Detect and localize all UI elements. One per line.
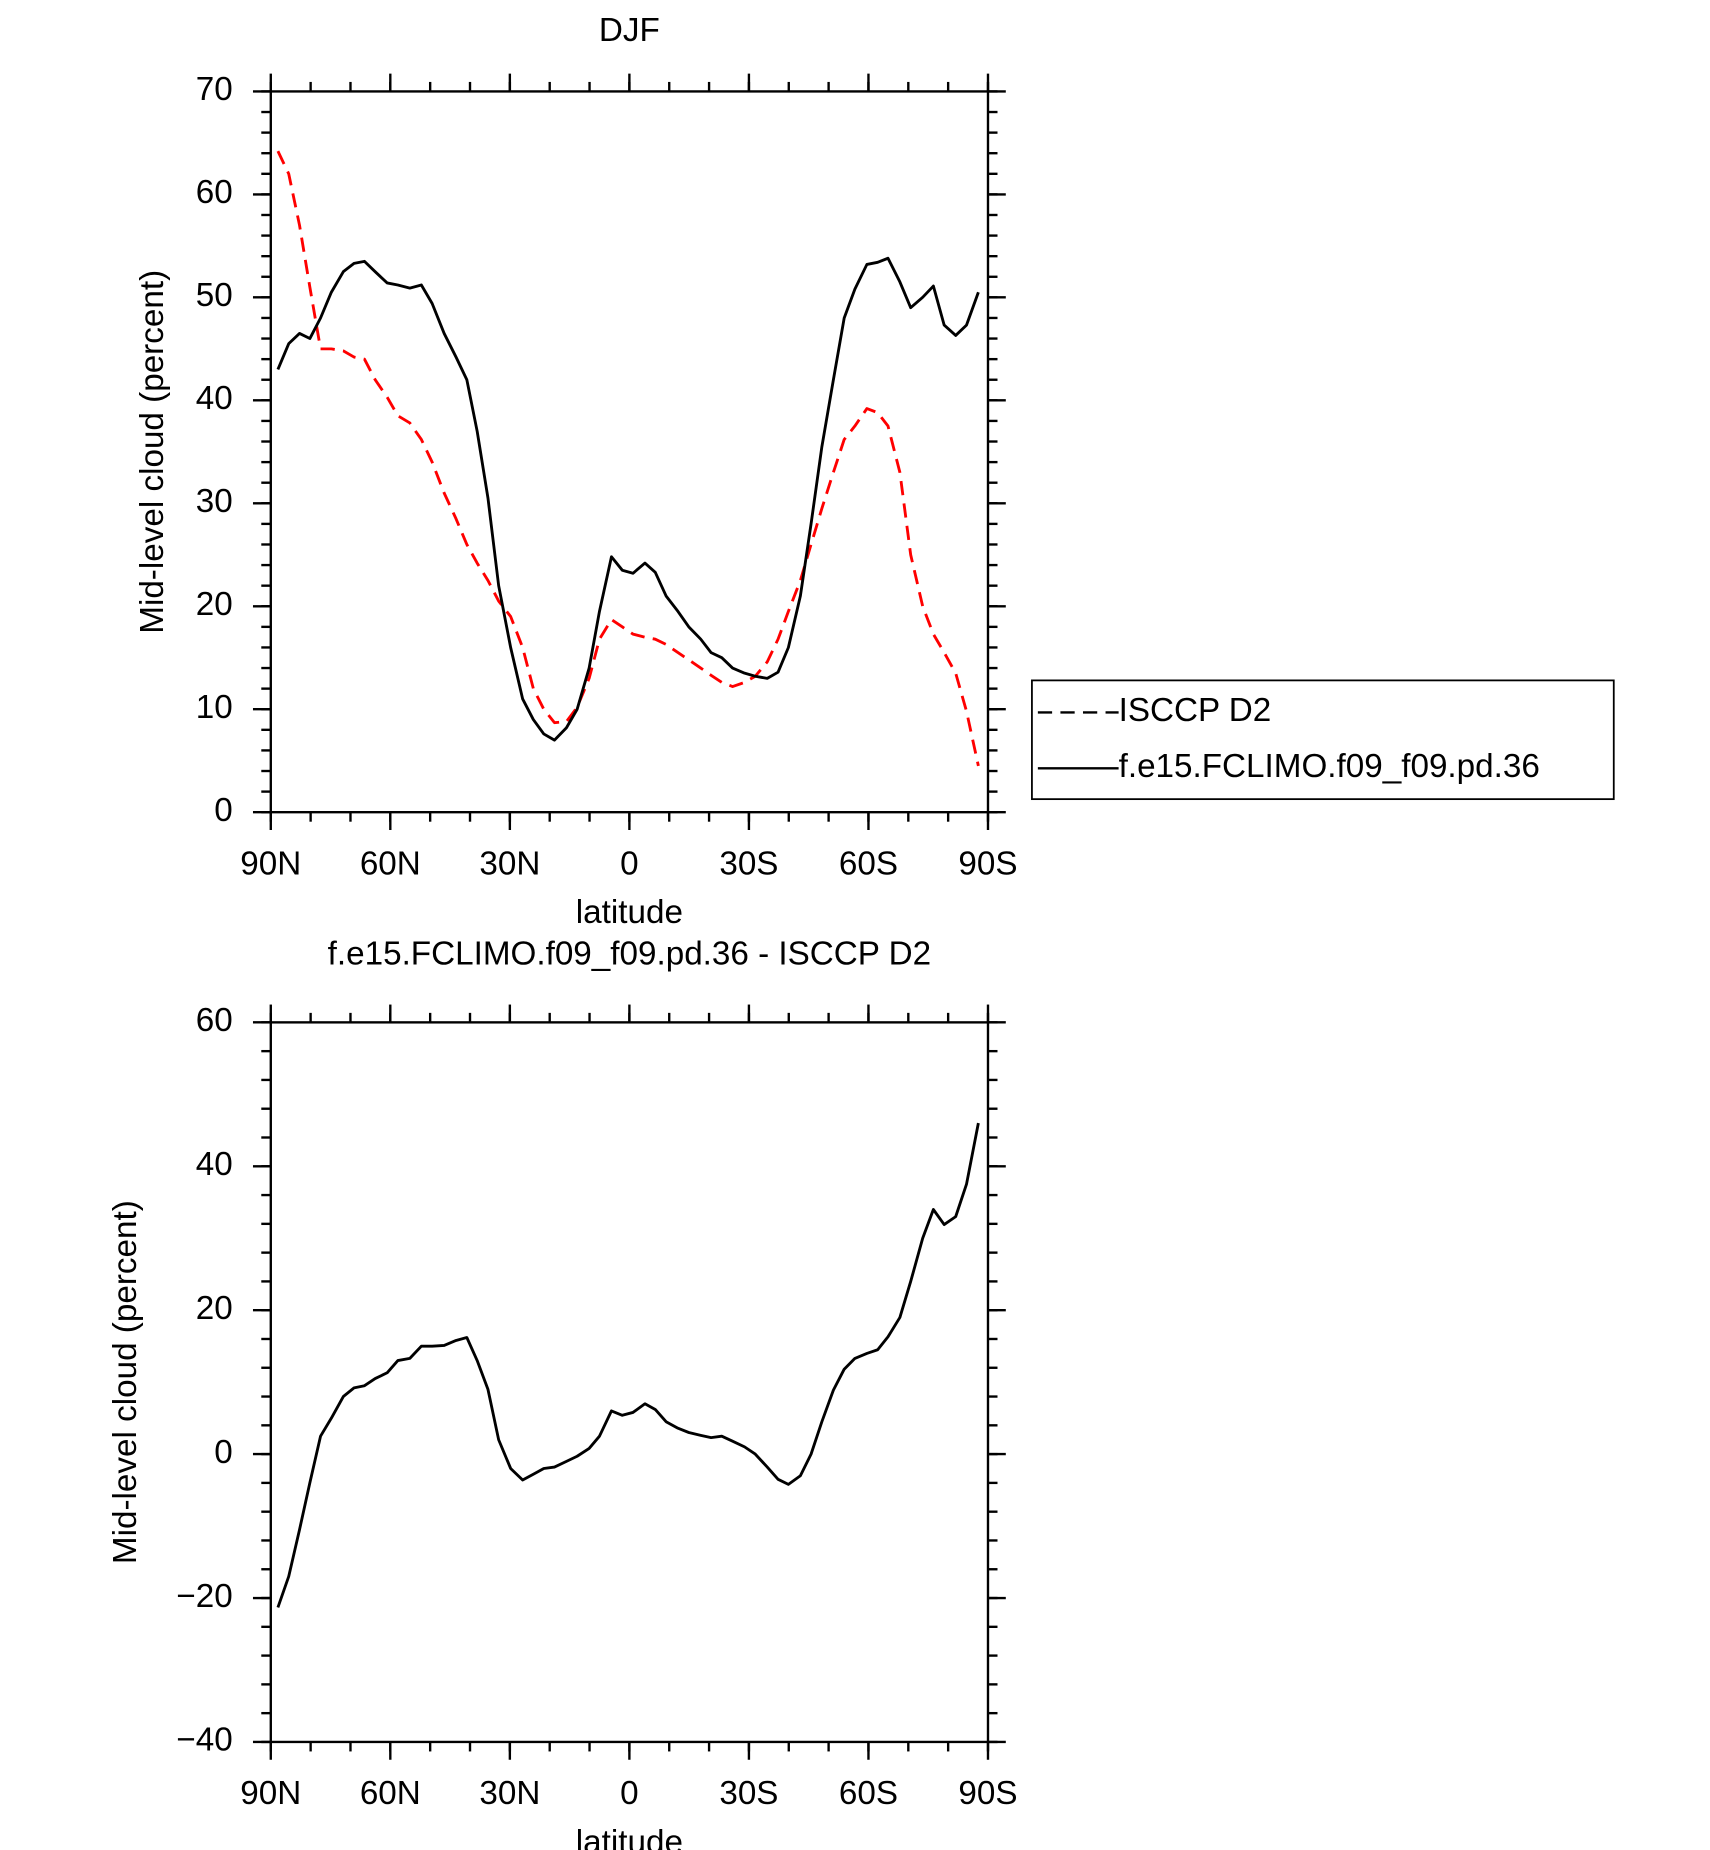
x-tick-label: 60S (839, 1775, 898, 1812)
x-tick-label: 30N (479, 845, 540, 882)
legend-label: f.e15.FCLIMO.f09_f09.pd.36 (1119, 748, 1540, 785)
y-tick-label: 40 (196, 1146, 233, 1183)
data-line (276, 256, 980, 742)
x-tick-label: 90S (958, 1775, 1017, 1812)
x-tick-label: 90N (240, 1775, 301, 1812)
legend-box (1031, 679, 1615, 801)
x-tick-label: 0 (620, 1775, 638, 1812)
legend-label: ISCCP D2 (1119, 692, 1272, 729)
y-tick-label: 50 (196, 277, 233, 314)
x-tick-label: 30S (719, 845, 778, 882)
chart-title: f.e15.FCLIMO.f09_f09.pd.36 - ISCCP D2 (328, 936, 931, 973)
data-line (276, 150, 980, 767)
chart-title: DJF (599, 12, 660, 49)
y-tick-label: 60 (196, 1002, 233, 1039)
y-axis-label: Mid-level cloud (percent) (134, 270, 171, 634)
y-tick-label: −40 (176, 1722, 232, 1759)
x-axis-label: latitude (576, 894, 683, 931)
x-tick-label: 0 (620, 845, 638, 882)
y-tick-label: 20 (196, 1290, 233, 1327)
y-tick-label: 30 (196, 483, 233, 520)
y-tick-label: 60 (196, 174, 233, 211)
y-tick-label: 10 (196, 689, 233, 726)
data-line (276, 1122, 980, 1608)
x-tick-label: 60N (360, 845, 421, 882)
plot-frame (269, 90, 990, 814)
x-tick-label: 90N (240, 845, 301, 882)
y-axis-label: Mid-level cloud (percent) (107, 1200, 144, 1564)
x-tick-label: 30S (719, 1775, 778, 1812)
x-axis-label: latitude (576, 1824, 683, 1850)
y-tick-label: 20 (196, 586, 233, 623)
x-tick-label: 90S (958, 845, 1017, 882)
y-tick-label: 70 (196, 71, 233, 108)
x-tick-label: 30N (479, 1775, 540, 1812)
y-tick-label: −20 (176, 1578, 232, 1615)
plot-frame (269, 1021, 990, 1744)
y-tick-label: 40 (196, 380, 233, 417)
y-tick-label: 0 (214, 792, 232, 829)
x-tick-label: 60N (360, 1775, 421, 1812)
x-tick-label: 60S (839, 845, 898, 882)
y-tick-label: 0 (214, 1434, 232, 1471)
